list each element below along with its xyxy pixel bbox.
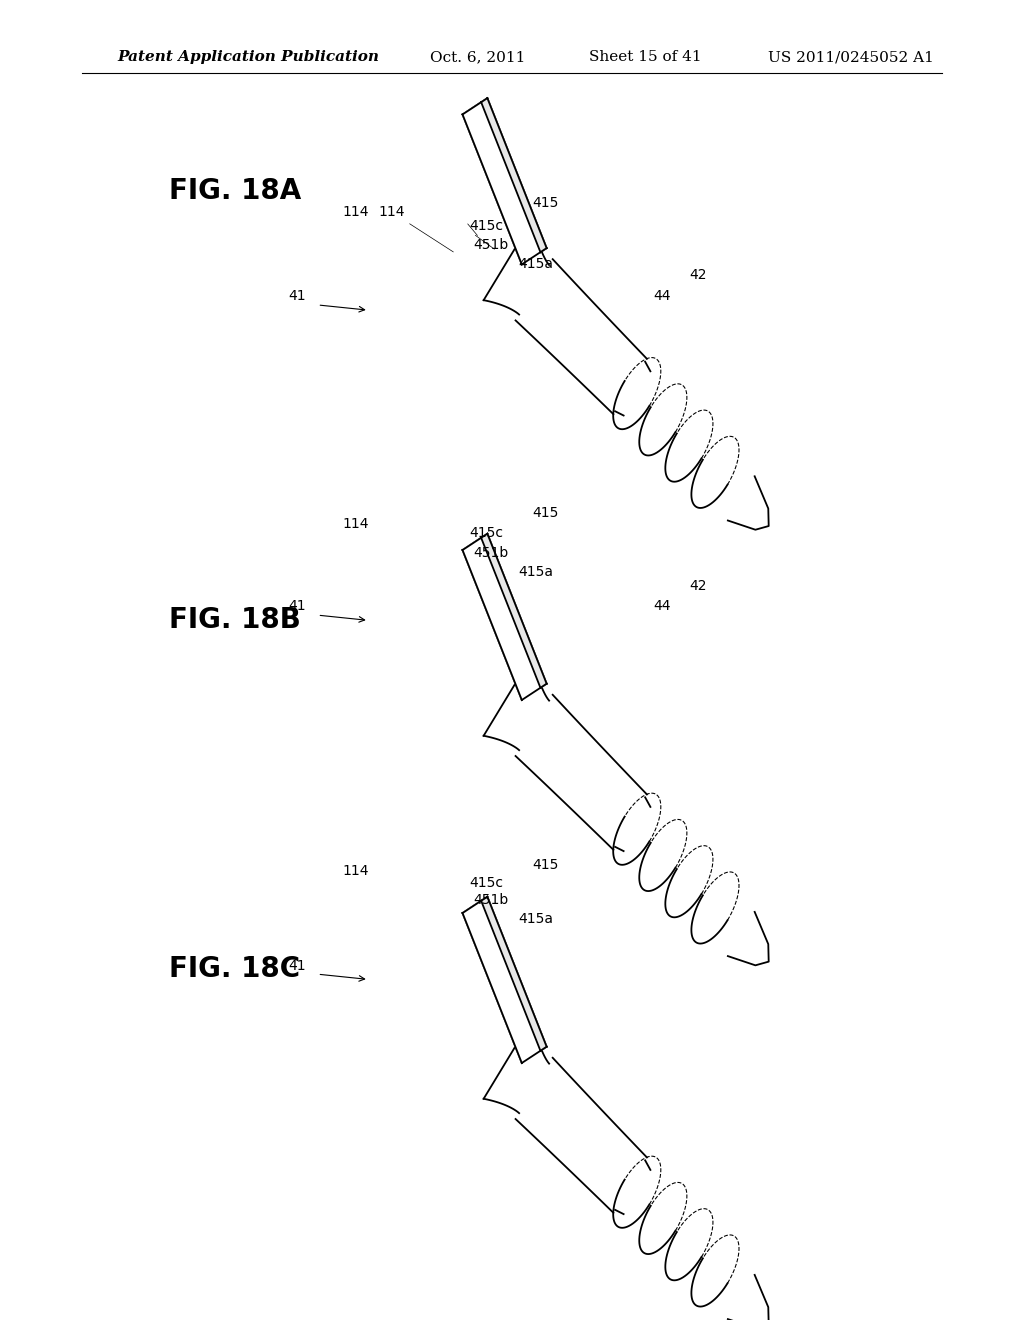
Polygon shape — [463, 900, 541, 1063]
Text: Oct. 6, 2011: Oct. 6, 2011 — [430, 50, 525, 65]
Text: 42: 42 — [689, 579, 707, 593]
Text: FIG. 18C: FIG. 18C — [169, 956, 300, 983]
Text: 415: 415 — [532, 197, 559, 210]
Text: 41: 41 — [289, 289, 306, 302]
Text: 415c: 415c — [469, 527, 503, 540]
Text: 415c: 415c — [469, 219, 503, 232]
Text: 41: 41 — [289, 599, 306, 612]
Text: 451b: 451b — [473, 239, 508, 252]
Text: 415a: 415a — [518, 257, 553, 271]
Polygon shape — [481, 98, 547, 252]
Text: 114: 114 — [342, 517, 369, 531]
Text: 415a: 415a — [518, 912, 553, 925]
Text: 415: 415 — [532, 858, 559, 871]
Polygon shape — [481, 896, 547, 1051]
Polygon shape — [481, 533, 547, 688]
Text: 42: 42 — [689, 268, 707, 281]
Text: Sheet 15 of 41: Sheet 15 of 41 — [589, 50, 701, 65]
Text: 415c: 415c — [469, 876, 503, 890]
Text: FIG. 18A: FIG. 18A — [169, 177, 301, 205]
Text: 415: 415 — [532, 507, 559, 520]
Text: 44: 44 — [653, 289, 671, 302]
Text: 451b: 451b — [473, 546, 508, 560]
Text: 114: 114 — [342, 206, 369, 219]
Text: US 2011/0245052 A1: US 2011/0245052 A1 — [768, 50, 934, 65]
Text: 44: 44 — [653, 599, 671, 612]
Text: 415a: 415a — [518, 565, 553, 578]
Text: 451b: 451b — [473, 894, 508, 907]
Text: Patent Application Publication: Patent Application Publication — [118, 50, 380, 65]
Polygon shape — [463, 102, 541, 264]
Text: FIG. 18B: FIG. 18B — [169, 606, 301, 634]
Polygon shape — [463, 537, 541, 700]
Text: 114: 114 — [342, 865, 369, 878]
Text: 41: 41 — [289, 960, 306, 973]
Text: 114: 114 — [379, 206, 454, 252]
